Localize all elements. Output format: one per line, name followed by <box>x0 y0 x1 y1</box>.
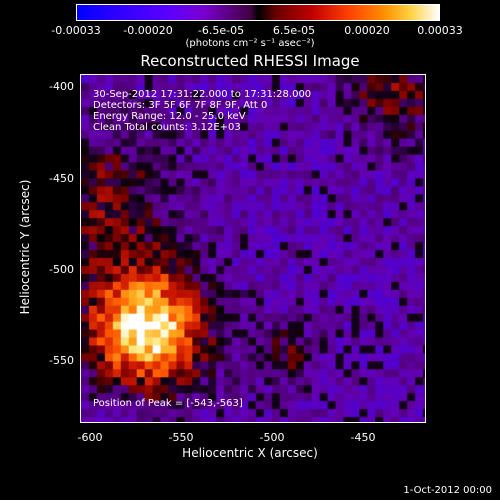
colorbar-units: (photons cm⁻² s⁻¹ asec⁻²) <box>185 38 315 49</box>
y-tick-label: -450 <box>49 172 74 185</box>
image-panel: 30-Sep-2012 17:31:22.000 to 17:31:28.000… <box>80 74 426 423</box>
y-tick-label: -550 <box>49 354 74 367</box>
plot-title: Reconstructed RHESSI Image <box>140 52 360 70</box>
colorbar-tick: 0.00033 <box>417 24 463 37</box>
x-tick-label: -600 <box>77 431 103 444</box>
clean-counts-text: Clean Total counts: 3.12E+03 <box>93 122 241 133</box>
colorbar-tick: 0.00020 <box>344 24 390 37</box>
y-tick-label: -500 <box>49 263 74 276</box>
x-tick-label: -450 <box>350 431 376 444</box>
colorbar-tick: -6.5e-05 <box>197 24 245 37</box>
y-axis-title: Heliocentric Y (arcsec) <box>18 179 32 315</box>
colorbar-tick: -0.00033 <box>51 24 101 37</box>
footer-date: 1-Oct-2012 00:00 <box>403 485 492 496</box>
heatmap-image <box>81 75 425 422</box>
time-range-text: 30-Sep-2012 17:31:22.000 to 17:31:28.000 <box>93 89 312 100</box>
colorbar-tick: -0.00020 <box>123 24 173 37</box>
detectors-text: Detectors: 3F 5F 6F 7F 8F 9F, Att 0 <box>93 100 268 111</box>
x-axis-title: Heliocentric X (arcsec) <box>182 446 318 460</box>
y-tick-label: -400 <box>49 80 74 93</box>
x-tick-label: -550 <box>168 431 194 444</box>
colorbar <box>76 4 440 21</box>
energy-range-text: Energy Range: 12.0 - 25.0 keV <box>93 111 246 122</box>
x-tick-label: -500 <box>259 431 285 444</box>
colorbar-tick: 6.5e-05 <box>272 24 316 37</box>
peak-position-text: Position of Peak = [-543,-563] <box>93 398 243 409</box>
